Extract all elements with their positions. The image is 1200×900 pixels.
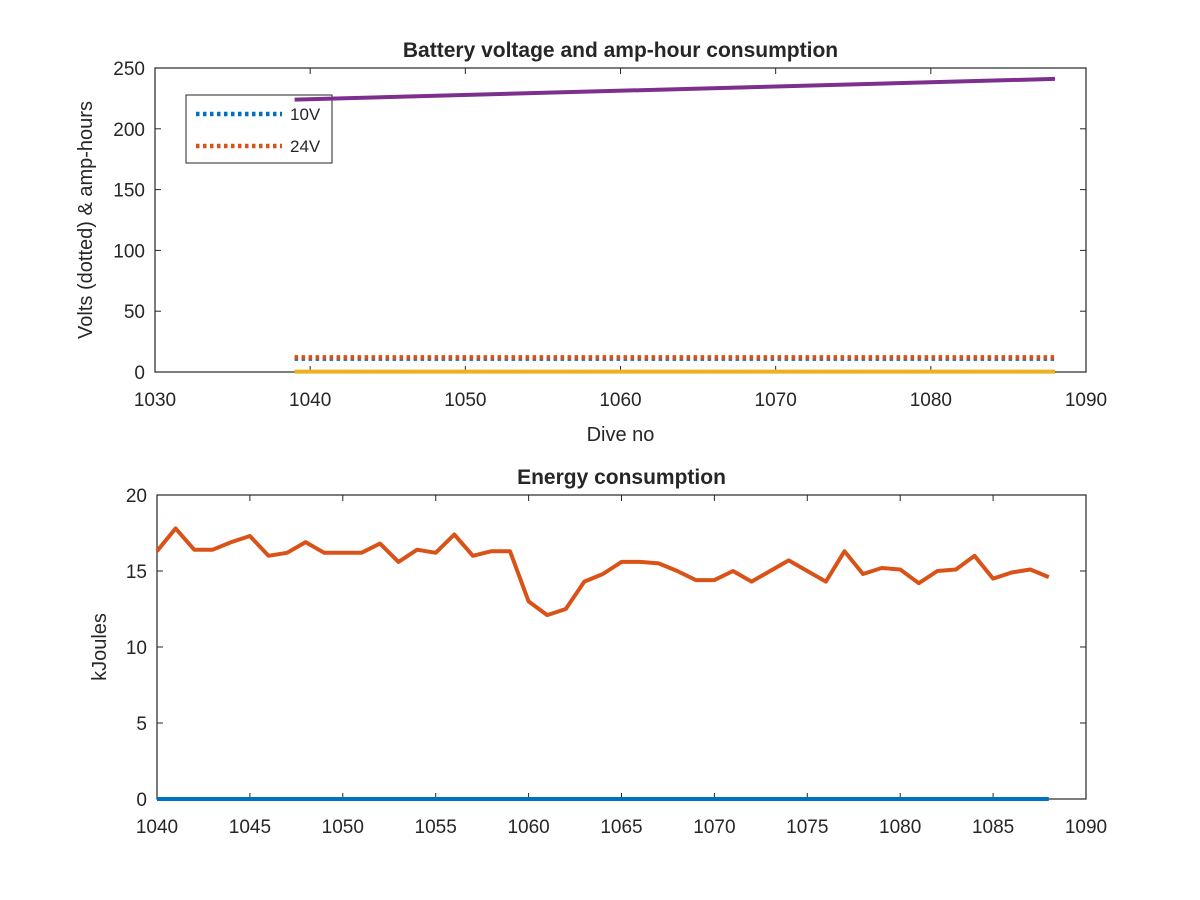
energy-x-tick-label: 1040 <box>136 817 178 838</box>
energy-series-line-0 <box>155 526 1050 618</box>
legend-label-24v: 24V <box>290 137 321 156</box>
battery-y-tick-label: 150 <box>113 181 145 202</box>
battery-chart-x-axis-label: Dive no <box>587 424 655 446</box>
energy-y-tick-label: 5 <box>136 714 147 735</box>
battery-chart-title: Battery voltage and amp-hour consumption <box>403 39 838 62</box>
energy-y-tick-label: 20 <box>126 486 147 507</box>
energy-x-tick-label: 1060 <box>507 817 549 838</box>
battery-x-tick-label: 1030 <box>134 390 176 411</box>
battery-x-tick-label: 1050 <box>444 390 486 411</box>
battery-x-tick-label: 1060 <box>599 390 641 411</box>
battery-voltage-subplot: Battery voltage and amp-hour consumption… <box>75 39 1107 446</box>
energy-x-tick-label: 1075 <box>786 817 828 838</box>
energy-chart-y-axis-label: kJoules <box>89 613 111 681</box>
energy-x-tick-label: 1090 <box>1065 817 1107 838</box>
battery-x-tick-label: 1040 <box>289 390 331 411</box>
energy-consumption-subplot: Energy consumption kJoules 1040 1045 1050 1… <box>89 466 1107 838</box>
legend-box <box>185 94 333 164</box>
energy-axes-box <box>156 494 1087 800</box>
energy-x-tick-label: 1065 <box>600 817 642 838</box>
energy-series-group <box>155 526 1050 801</box>
battery-series-line-3 <box>294 76 1056 102</box>
energy-y-tick-label: 0 <box>136 790 147 811</box>
energy-y-tick-label: 15 <box>126 562 147 583</box>
battery-chart-legend: 10V 24V <box>185 94 333 164</box>
battery-series-group <box>294 76 1056 374</box>
battery-x-tick-label: 1090 <box>1065 390 1107 411</box>
battery-y-tick-label: 0 <box>134 363 145 384</box>
energy-x-tick-label: 1070 <box>693 817 735 838</box>
energy-x-tick-label: 1050 <box>322 817 364 838</box>
energy-x-tick-label: 1085 <box>972 817 1014 838</box>
battery-x-tick-label: 1080 <box>910 390 952 411</box>
energy-x-tick-label: 1080 <box>879 817 921 838</box>
energy-y-tick-label: 10 <box>126 638 147 659</box>
energy-chart-title: Energy consumption <box>517 466 726 489</box>
battery-x-tick-label: 1070 <box>755 390 797 411</box>
battery-y-tick-label: 200 <box>113 120 145 141</box>
battery-y-tick-label: 100 <box>113 241 145 262</box>
battery-y-tick-label: 250 <box>113 59 145 80</box>
battery-chart-y-axis-label: Volts (dotted) & amp-hours <box>75 101 97 339</box>
energy-x-tick-label: 1045 <box>229 817 271 838</box>
energy-x-tick-label: 1055 <box>415 817 457 838</box>
legend-label-10v: 10V <box>290 105 321 124</box>
battery-y-tick-label: 50 <box>124 302 145 323</box>
